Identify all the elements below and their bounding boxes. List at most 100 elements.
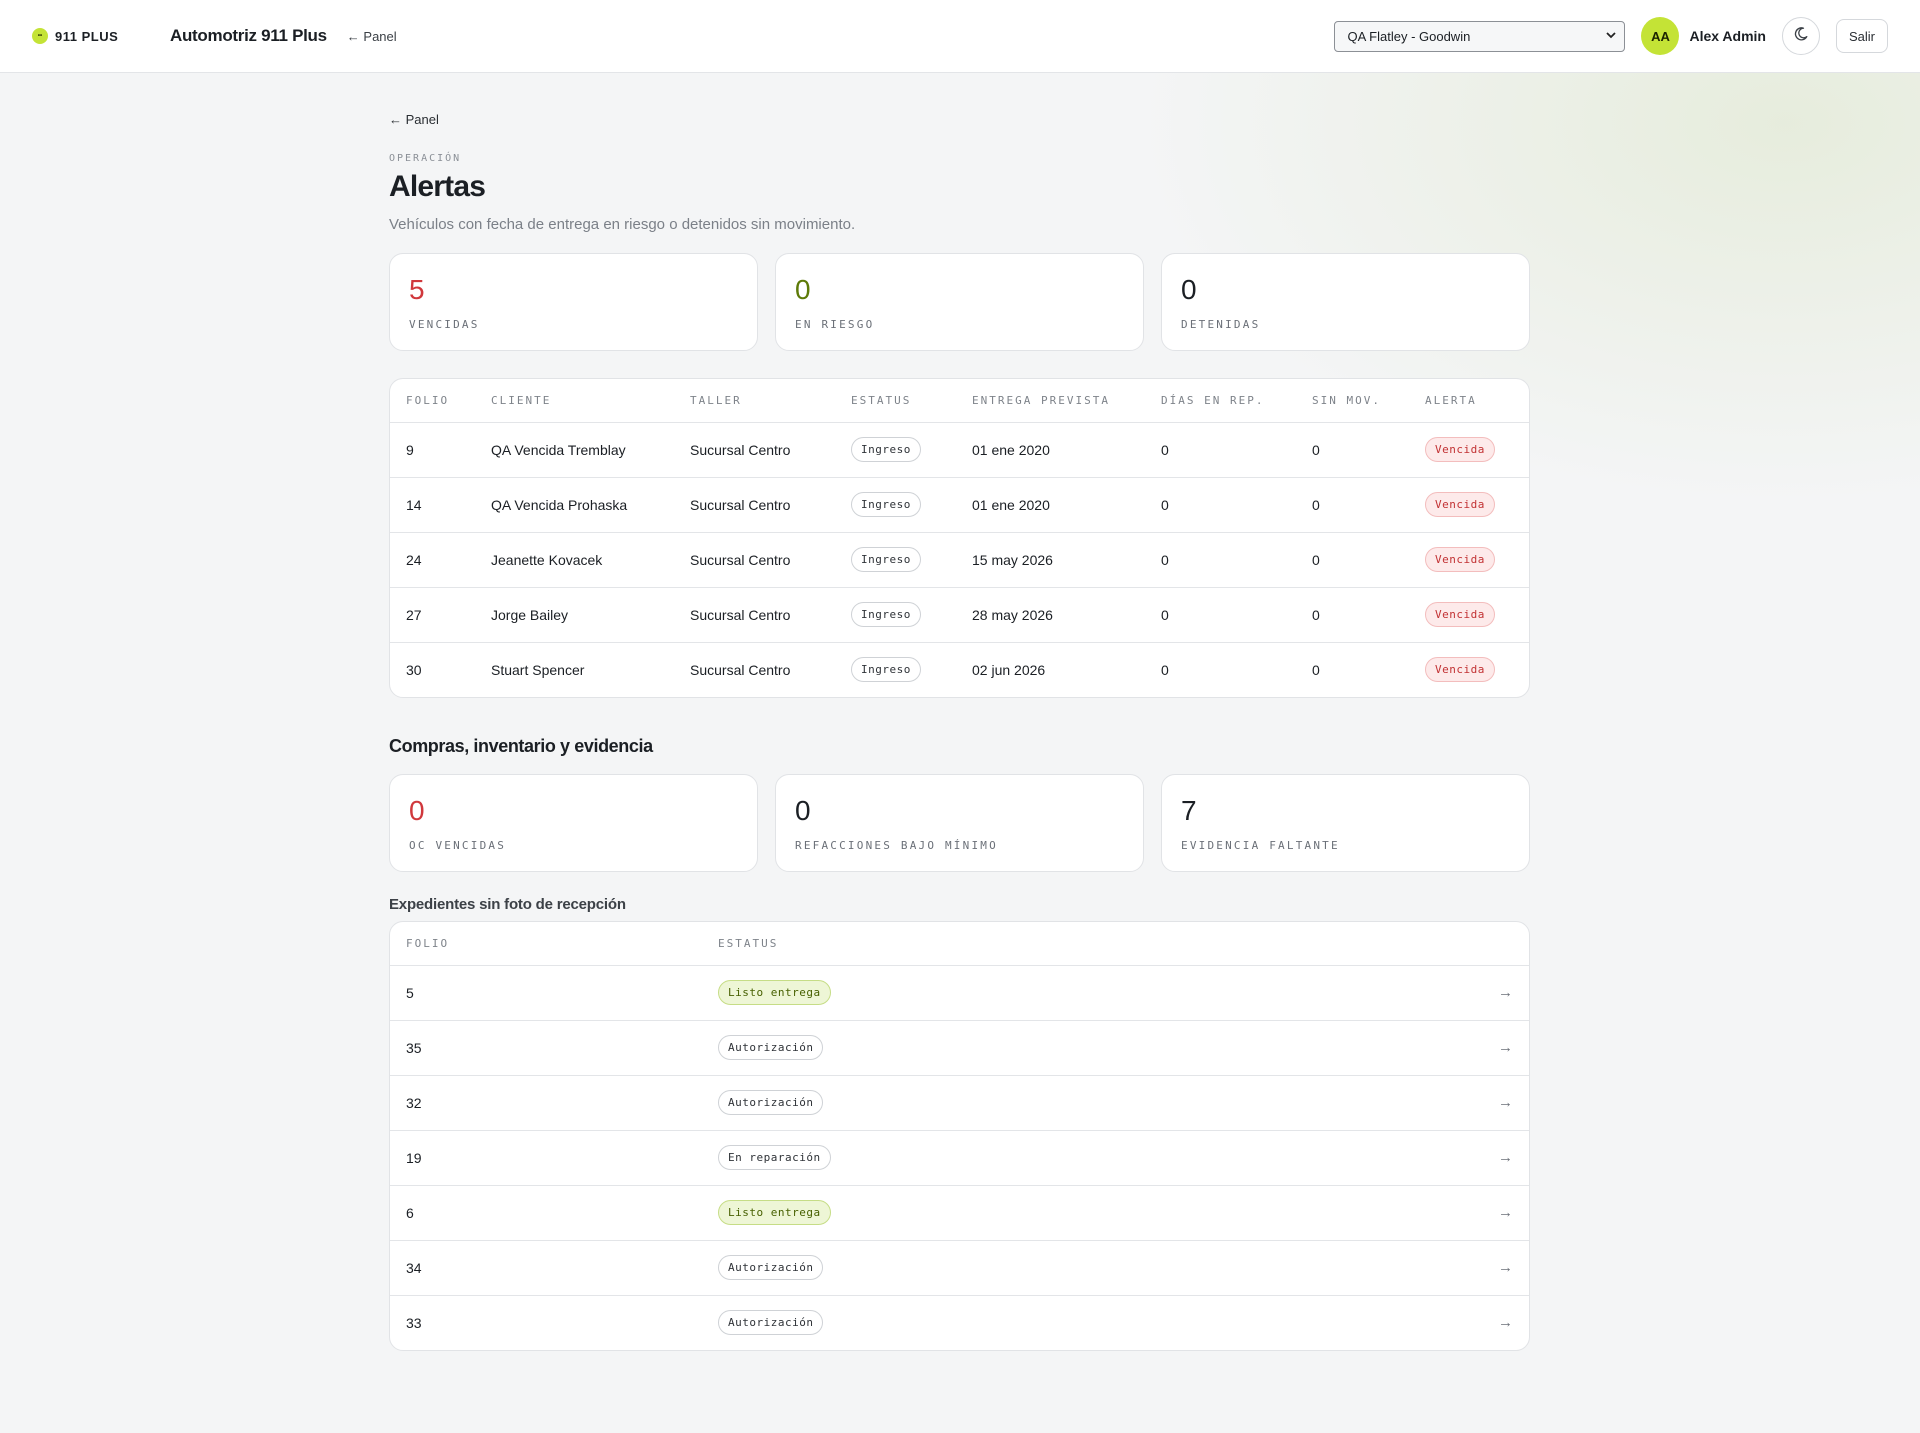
folio-cell: 9 [390,422,475,478]
stat-value: 5 [409,274,425,305]
no-movement-cell: 0 [1296,532,1409,588]
folio-cell: 27 [390,587,475,643]
arrow-right-icon[interactable]: → [1469,1020,1529,1076]
folio-cell: 19 [390,1130,702,1186]
main-content: ← Panel OPERACIÓN Alertas Vehículos con … [389,73,1530,1351]
stat-card-overdue-po: 0 OC VENCIDAS [389,774,758,872]
back-to-panel-link[interactable]: ← Panel [389,112,439,127]
folio-cell: 30 [406,661,422,678]
stat-value: 0 [409,795,425,826]
workshop-cell: Sucursal Centro [674,477,835,533]
status-badge: Ingreso [851,547,921,572]
workshop-select[interactable]: QA Flatley - Goodwin [1334,20,1626,52]
stat-card-overdue: 5 VENCIDAS [389,253,758,351]
arrow-right-icon[interactable]: → [1469,1130,1529,1186]
purchases-stats: 0 OC VENCIDAS 0 REFACCIONES BAJO MÍNIMO … [389,774,1530,872]
table-header-row: FOLIO CLIENTE TALLER ESTATUS ENTREGA PRE… [390,379,1529,423]
client-cell: Jeanette Kovacek [475,532,674,588]
alerts-table: FOLIO CLIENTE TALLER ESTATUS ENTREGA PRE… [390,379,1529,697]
table-row[interactable]: 34 Autorización → [390,1240,1529,1296]
table-row[interactable]: 24 Jeanette Kovacek Sucursal Centro Ingr… [390,532,1529,588]
status-cell: Autorización [702,1020,1469,1076]
alert-cell: Vencida [1409,642,1529,697]
arrow-right-icon[interactable]: → [1469,1240,1529,1296]
status-badge: Autorización [718,1090,824,1115]
table-row[interactable]: 27 Jorge Bailey Sucursal Centro Ingreso … [390,587,1529,643]
stat-card-low-stock: 0 REFACCIONES BAJO MÍNIMO [775,774,1144,872]
table-row[interactable]: 30 Stuart Spencer Sucursal Centro Ingres… [390,642,1529,697]
days-in-repair-cell: 0 [1145,587,1296,643]
no-movement-cell: 0 [1296,422,1409,478]
top-bar: •• 911 PLUS Automotriz 911 Plus ← Panel … [0,0,1920,73]
top-panel-link[interactable]: ← Panel [346,28,397,44]
brand-name: 911 PLUS [55,28,119,44]
arrow-right-icon[interactable]: → [1469,1075,1529,1131]
alert-badge: Vencida [1425,437,1495,462]
folio-cell: 5 [390,965,702,1021]
alert-badge: Vencida [1425,547,1495,572]
stat-label: REFACCIONES BAJO MÍNIMO [795,839,998,852]
status-cell: Ingreso [835,532,956,588]
theme-toggle-button[interactable] [1781,17,1820,55]
delivery-date-cell: 28 may 2026 [956,587,1145,643]
arrow-right-icon[interactable]: → [1469,965,1529,1021]
stat-label: VENCIDAS [409,318,480,331]
column-header: FOLIO [390,379,475,423]
table-row[interactable]: 5 Listo entrega → [390,965,1529,1021]
days-in-repair-cell: 0 [1161,661,1169,678]
table-row[interactable]: 19 En reparación → [390,1130,1529,1186]
status-badge: Listo entrega [718,1200,831,1225]
stat-value: 0 [795,795,811,826]
status-badge: Ingreso [851,437,921,462]
brand-logo[interactable]: •• 911 PLUS [32,28,170,44]
client-cell: QA Vencida Tremblay [475,422,674,478]
folio-cell: 32 [390,1075,702,1131]
table-row[interactable]: 9 QA Vencida Tremblay Sucursal Centro In… [390,422,1529,478]
stat-card-missing-evidence: 7 EVIDENCIA FALTANTE [1161,774,1530,872]
brand-icon: •• [32,28,48,44]
table-row[interactable]: 33 Autorización → [390,1295,1529,1350]
days-in-repair-cell: 0 [1145,532,1296,588]
no-movement-cell: 0 [1312,661,1320,678]
table-header-row: FOLIO ESTATUS [390,922,1529,966]
column-header: ENTREGA PREVISTA [956,379,1145,423]
status-cell: Ingreso [835,587,956,643]
logout-button[interactable]: Salir [1835,19,1888,53]
alert-cell: Vencida [1409,422,1529,478]
alert-cell: Vencida [1409,477,1529,533]
table-row[interactable]: 6 Listo entrega → [390,1185,1529,1241]
workshop-cell: Sucursal Centro [690,661,791,678]
status-cell: Autorización [702,1295,1469,1350]
avatar[interactable]: AA [1641,17,1680,55]
stat-label: EN RIESGO [795,318,875,331]
status-badge: Autorización [718,1255,824,1280]
alert-stats: 5 VENCIDAS 0 EN RIESGO 0 DETENIDAS [389,253,1530,351]
status-cell: En reparación [702,1130,1469,1186]
no-photo-table: FOLIO ESTATUS 5 Listo entrega → 35 Autor… [390,922,1529,1350]
status-cell: Listo entrega [702,965,1469,1021]
status-cell: Ingreso [835,477,956,533]
alert-cell: Vencida [1409,587,1529,643]
status-badge: Autorización [718,1035,824,1060]
arrow-right-icon[interactable]: → [1498,1314,1513,1332]
client-cell: Jorge Bailey [475,587,674,643]
no-photo-section-title: Expedientes sin foto de recepción [389,896,626,913]
moon-icon [1793,26,1809,47]
table-row[interactable]: 32 Autorización → [390,1075,1529,1131]
stat-card-stalled: 0 DETENIDAS [1161,253,1530,351]
status-cell: Autorización [702,1075,1469,1131]
delivery-date-cell: 02 jun 2026 [972,661,1046,678]
stat-value: 0 [795,274,811,305]
stat-label: EVIDENCIA FALTANTE [1181,839,1340,852]
status-badge: Ingreso [851,492,921,517]
page-eyebrow: OPERACIÓN [389,153,462,164]
workshop-cell: Sucursal Centro [674,422,835,478]
stat-label: OC VENCIDAS [409,839,507,852]
delivery-date-cell: 15 may 2026 [956,532,1145,588]
folio-cell: 35 [390,1020,702,1076]
folio-cell: 6 [390,1185,702,1241]
arrow-right-icon[interactable]: → [1469,1185,1529,1241]
table-row[interactable]: 14 QA Vencida Prohaska Sucursal Centro I… [390,477,1529,533]
table-row[interactable]: 35 Autorización → [390,1020,1529,1076]
client-cell: QA Vencida Prohaska [475,477,674,533]
